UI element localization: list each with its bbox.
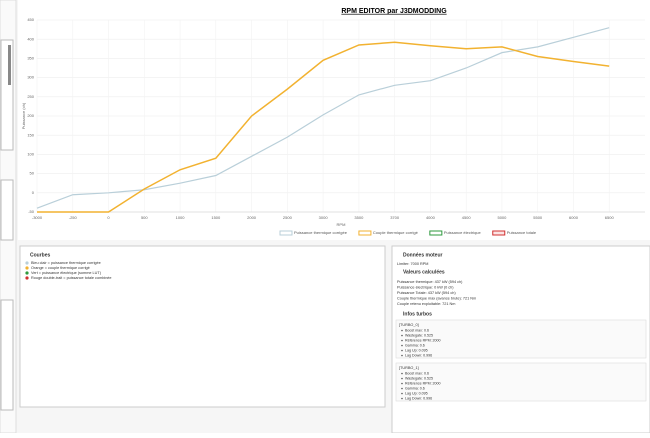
legend-dot <box>25 271 29 275</box>
x-tick-label: 5500 <box>533 215 543 220</box>
legend-swatch <box>492 230 506 236</box>
panel-line: Limiter: 7000 RPM <box>397 262 428 266</box>
turbo-line: Lag Up: 0.095 <box>405 391 428 395</box>
y-tick-label: -50 <box>28 209 35 214</box>
x-tick-label: 1500 <box>211 215 221 220</box>
turbo-line: Lag Up: 0.095 <box>405 348 428 352</box>
bullet <box>401 344 403 347</box>
x-tick-label: 2500 <box>283 215 293 220</box>
bullet <box>401 334 403 337</box>
x-tick-label: 500 <box>141 215 148 220</box>
x-tick-label: 5000 <box>497 215 507 220</box>
x-tick-label: -3000 <box>32 215 43 220</box>
panel-line: Puissance thermique: 437 kW (594 ch) <box>397 280 463 284</box>
legend-label: Couple thermique corrigé <box>373 230 419 235</box>
sidebar-box <box>0 299 14 411</box>
x-tick-label: -250 <box>69 215 78 220</box>
panel-title: Données moteur <box>403 252 443 258</box>
turbo-line: Référence RPM: 2000 <box>405 381 441 385</box>
chart-area <box>18 0 650 240</box>
y-tick-label: 250 <box>27 94 34 99</box>
legend-swatch <box>429 230 443 236</box>
panel-title: Courbes <box>30 252 51 258</box>
scrollbar[interactable] <box>8 45 11 85</box>
series-line <box>37 41 610 213</box>
turbo-line: Gamma: 0.6 <box>405 343 425 347</box>
bullet <box>401 329 403 332</box>
x-tick-label: 4500 <box>462 215 472 220</box>
x-tick-label: 6500 <box>605 215 615 220</box>
x-tick-label: 4000 <box>426 215 436 220</box>
y-tick-label: 100 <box>27 151 34 156</box>
legend-label: Puissance thermique corrigée <box>294 230 348 235</box>
x-tick-label: 0 <box>107 215 110 220</box>
legend-swatch <box>358 230 372 236</box>
bullet <box>401 397 403 400</box>
panel-line: Puissance électrique: 0 kW (0 ch) <box>397 286 454 290</box>
curves-panel <box>19 245 386 408</box>
turbo-line: Lag Down: 0.996 <box>405 353 432 357</box>
y-axis-label: Puissance (ch) <box>21 102 26 129</box>
y-tick-label: 300 <box>27 75 34 80</box>
y-tick-label: 200 <box>27 113 34 118</box>
legend-dot <box>25 266 29 270</box>
y-tick-label: 0 <box>32 190 35 195</box>
legend-dot <box>25 261 29 265</box>
x-axis-label: RPM <box>337 222 346 227</box>
bullet <box>401 377 403 380</box>
panel-line: Vert = puissance électrique (somme LUT) <box>31 271 102 275</box>
sidebar-box <box>0 179 14 241</box>
y-tick-label: 450 <box>27 17 34 22</box>
bullet <box>401 349 403 352</box>
panel-line: Rouge double-trait = puissance totale co… <box>31 276 112 280</box>
panel-line: Orange = couple thermique corrigé <box>31 266 90 270</box>
panel-title: Valeurs calculées <box>403 269 445 275</box>
x-tick-label: 3500 <box>354 215 364 220</box>
chart-title: RPM EDITOR par J3DMODDING <box>341 8 447 15</box>
turbo-line: Boost max: 0.6 <box>405 371 429 375</box>
turbo-box <box>395 362 647 402</box>
y-tick-label: 150 <box>27 132 34 137</box>
bullet <box>401 392 403 395</box>
x-tick-label: 6000 <box>569 215 579 220</box>
turbo-line: Wastegate: 0.525 <box>405 333 433 337</box>
turbo-line: Référence RPM: 2000 <box>405 338 441 342</box>
turbo-box <box>395 319 647 359</box>
panel-line: Bleu clair = puissance thermique corrigé… <box>31 261 101 265</box>
panel-line: Couple retenu exploitable: 721 Nm <box>397 302 455 306</box>
x-tick-label: 3700 <box>390 215 400 220</box>
sidebar-box <box>0 39 14 151</box>
turbo-line: Boost max: 0.6 <box>405 328 429 332</box>
turbo-line: Gamma: 0.6 <box>405 386 425 390</box>
legend-dot <box>25 276 29 280</box>
legend-label: Puissance électrique <box>444 230 482 235</box>
panel-title: Infos turbos <box>403 311 432 317</box>
x-tick-label: 3000 <box>319 215 329 220</box>
turbo-name: [TURBO_1] <box>399 366 419 370</box>
bullet <box>401 387 403 390</box>
y-tick-label: 50 <box>30 171 35 176</box>
legend-label: Puissance totale <box>507 230 537 235</box>
bullet <box>401 372 403 375</box>
panel-line: Couple thermique max (avance brute): 721… <box>397 297 476 301</box>
x-tick-label: 2000 <box>247 215 257 220</box>
turbo-line: Wastegate: 0.525 <box>405 376 433 380</box>
y-tick-label: 350 <box>27 55 34 60</box>
bullet <box>401 354 403 357</box>
turbo-name: [TURBO_0] <box>399 323 419 327</box>
legend-swatch <box>279 230 293 236</box>
turbo-line: Lag Down: 0.996 <box>405 396 432 400</box>
bullet <box>401 339 403 342</box>
y-tick-label: 400 <box>27 36 34 41</box>
bullet <box>401 382 403 385</box>
panel-line: Puissance Totale: 437 kW (594 ch) <box>397 291 456 295</box>
x-tick-label: 1000 <box>176 215 186 220</box>
